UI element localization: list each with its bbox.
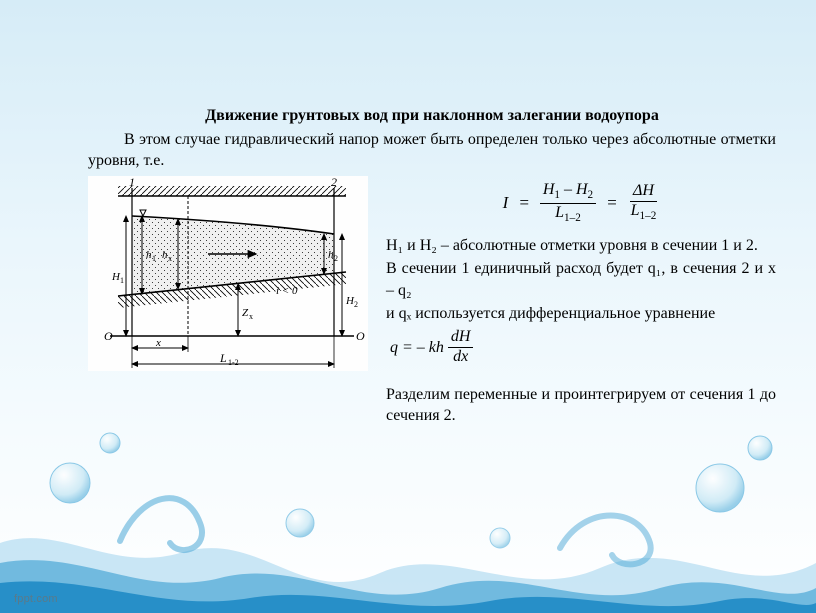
svg-text:i < 0: i < 0 xyxy=(276,285,298,297)
marks-text: H₁ и H₂ – абсолютные отметки уровня в се… xyxy=(386,235,776,257)
formula-darcy: q = –kh dH dx xyxy=(390,329,473,366)
frac-1: H1 – H2 L1–2 xyxy=(540,182,596,225)
svg-text:x: x xyxy=(155,337,161,349)
svg-text:O: O xyxy=(104,329,113,343)
frac-2: ΔH L1–2 xyxy=(628,183,660,223)
integrate-text: Разделим переменные и проинтегрируем от … xyxy=(386,384,776,427)
svg-text:1: 1 xyxy=(129,176,135,189)
intro-text: В этом случае гидравлический напор может… xyxy=(88,129,776,172)
flow-text: В сечении 1 единичный расход будет q₁, в… xyxy=(386,258,776,301)
formula-gradient: I = H1 – H2 L1–2 = ΔH L1–2 xyxy=(386,182,776,225)
slide-title: Движение грунтовых вод при наклонном зал… xyxy=(88,105,776,127)
groundwater-diagram: 1 2 O O h1 hx h2 H1 H2 Zx i < 0 xyxy=(88,176,368,371)
right-column: I = H1 – H2 L1–2 = ΔH L1–2 H₁ и H₂ – абс… xyxy=(386,176,776,427)
svg-text:1: 1 xyxy=(120,276,124,285)
svg-text:x: x xyxy=(168,254,172,263)
svg-text:Z: Z xyxy=(242,307,249,319)
svg-text:O: O xyxy=(356,329,365,343)
footer-brand: fppt.com xyxy=(14,593,58,605)
svg-text:L: L xyxy=(219,351,227,365)
svg-text:2: 2 xyxy=(334,254,338,263)
svg-text:x: x xyxy=(249,312,253,321)
svg-text:2: 2 xyxy=(331,176,337,189)
svg-text:1-2: 1-2 xyxy=(228,358,239,367)
formula-I: I xyxy=(503,192,509,215)
svg-text:1: 1 xyxy=(152,254,156,263)
svg-text:2: 2 xyxy=(354,300,358,309)
diff-text: и qₓ используется дифференциальное уравн… xyxy=(386,303,776,365)
slide-content: Движение грунтовых вод при наклонном зал… xyxy=(88,105,776,427)
